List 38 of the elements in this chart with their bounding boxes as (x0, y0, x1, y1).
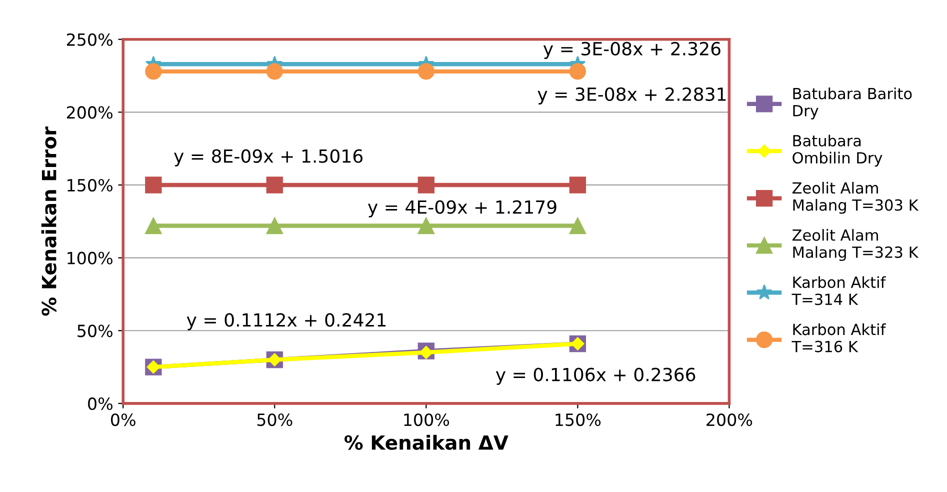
y-tick-label: 150% (68, 178, 112, 192)
point (418, 217, 434, 234)
point (569, 176, 586, 194)
x-tick-label: 50% (257, 413, 292, 426)
annotation: y = 3E-08x + 2.326 (543, 42, 720, 60)
legend-label: Karbon Aktif T=314 K (792, 276, 886, 306)
point (418, 63, 434, 80)
x-tick-label: 200% (706, 413, 752, 426)
y-tick-label: 100% (68, 252, 112, 264)
point (145, 176, 162, 194)
legend-label: Zeolit Alam Malang T=323 K (792, 229, 919, 261)
annotation: y = 3E-08x + 2.2831 (538, 87, 726, 105)
y-axis-title: % Kenaikan Error (41, 126, 56, 316)
point (569, 217, 586, 234)
y-tick-label: 0% (88, 397, 112, 410)
point (266, 176, 283, 194)
legend-label: Zeolit Alam Malang T=303 K (792, 182, 919, 214)
point (420, 346, 433, 360)
point (145, 217, 162, 234)
y-tick-label: 200% (66, 106, 112, 119)
annotation: y = 4E-09x + 1.2179 (368, 200, 556, 218)
legend-label: Batubara Barito Dry (793, 88, 912, 120)
x-tick-label: 0% (110, 413, 136, 426)
point (266, 217, 283, 234)
point (569, 63, 586, 80)
annotation: y = 8E-09x + 1.5016 (174, 149, 363, 166)
y-tick-label: 50% (78, 324, 112, 338)
x-tick-label: 150% (556, 413, 601, 426)
point (266, 63, 283, 80)
x-tick-label: 100% (404, 413, 450, 426)
x-axis-title: % Kenaikan ΔV (344, 434, 508, 450)
legend-label: Batubara Ombilin Dry (792, 134, 882, 167)
y-tick-label: 250% (66, 33, 112, 46)
annotation: y = 0.1112x + 0.2421 (186, 313, 386, 330)
point (418, 176, 434, 194)
annotation: y = 0.1106x + 0.2366 (496, 368, 696, 385)
point (145, 63, 162, 80)
legend-label: Karbon Aktif T=316 K (792, 323, 886, 352)
